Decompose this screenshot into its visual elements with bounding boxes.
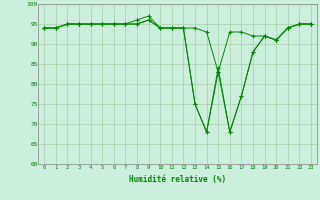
X-axis label: Humidité relative (%): Humidité relative (%): [129, 175, 226, 184]
